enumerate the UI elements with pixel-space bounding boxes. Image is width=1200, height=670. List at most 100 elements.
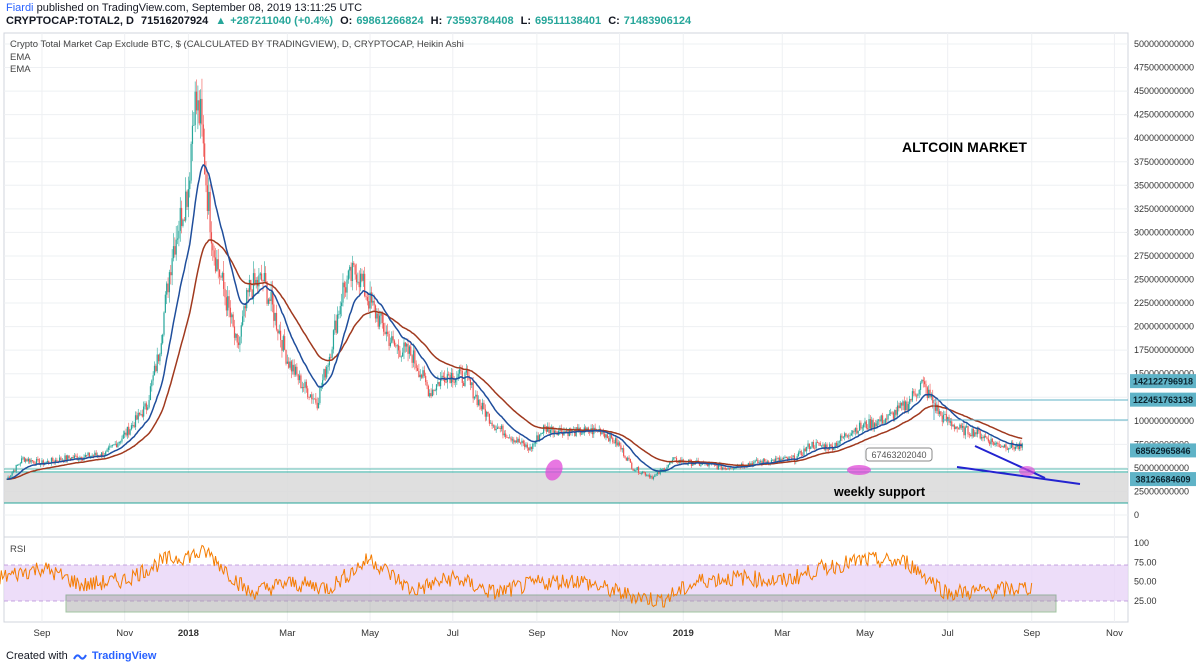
candle-body: [338, 314, 340, 315]
publish-info: Fiardi published on TradingView.com, Sep…: [6, 2, 362, 14]
x-tick-label: Mar: [279, 628, 295, 639]
candle-body: [179, 207, 181, 231]
candle-body: [738, 465, 740, 467]
candle-body: [63, 459, 65, 462]
candle-body: [997, 442, 999, 445]
candle-body: [576, 427, 579, 430]
candle-body: [486, 412, 488, 417]
candle-body: [64, 455, 66, 462]
y-tick-label: 475000000000: [1134, 63, 1194, 73]
candle-body: [823, 444, 825, 450]
candle-body: [589, 432, 591, 433]
candle-body: [816, 442, 819, 444]
candle-body: [827, 449, 829, 451]
price-pane-frame: [3, 32, 1129, 538]
candle-body: [631, 462, 633, 469]
candle-body: [1005, 444, 1007, 449]
candle-body: [1010, 442, 1012, 448]
candle-body: [422, 370, 424, 378]
rsi-tick-label: 25.00: [1134, 596, 1157, 606]
candle-body: [820, 445, 823, 447]
candle-body: [453, 381, 455, 383]
support-zone: [4, 473, 1128, 503]
candle-body: [389, 342, 392, 346]
candle-body: [777, 457, 779, 459]
rsi-tick-label: 75.00: [1134, 557, 1157, 567]
candle-body: [887, 414, 889, 420]
candle-body: [380, 312, 382, 316]
x-tick-label: May: [856, 628, 874, 639]
candle-body: [147, 407, 149, 410]
open-value: 69861266824: [356, 15, 424, 27]
trendline-lower: [956, 466, 1081, 485]
candle-body: [358, 281, 360, 288]
candle-body: [826, 444, 828, 450]
candle-body: [722, 467, 724, 470]
candle-body: [473, 396, 476, 399]
candle-body: [953, 425, 956, 430]
candle-body: [303, 387, 305, 388]
candle-body: [646, 475, 648, 477]
candle-body: [636, 467, 638, 471]
candle-body: [332, 330, 335, 350]
candle-body: [61, 459, 63, 461]
candle-body: [930, 395, 933, 398]
candle-body: [914, 393, 916, 396]
candle-body: [129, 429, 131, 435]
tradingview-link[interactable]: TradingView: [91, 650, 157, 662]
candle-body: [934, 403, 937, 411]
y-tick-label: 450000000000: [1134, 86, 1194, 96]
candle-body: [113, 444, 115, 446]
candle-body: [608, 438, 610, 442]
candle-body: [623, 448, 625, 456]
candle-body: [761, 461, 763, 465]
candle-body: [987, 438, 989, 442]
candle-body: [145, 403, 147, 410]
candle-body: [1001, 446, 1003, 448]
rsi-title: RSI: [10, 544, 26, 555]
candle-body: [477, 399, 480, 406]
candle-body: [353, 262, 355, 266]
candle-body: [128, 426, 130, 435]
candle-body: [533, 443, 535, 445]
candle-body: [311, 394, 313, 400]
candle-body: [68, 455, 70, 459]
author-link[interactable]: Fiardi: [6, 2, 34, 14]
candle-body: [526, 444, 528, 448]
close-value: 71483906124: [623, 15, 692, 27]
candle-body: [50, 457, 53, 464]
candle-body: [164, 294, 166, 313]
candle-body: [895, 410, 897, 415]
candle-body: [279, 330, 282, 340]
candle-body: [162, 334, 164, 344]
candle-body: [120, 441, 122, 443]
candle-body: [472, 382, 474, 399]
candle-body: [18, 464, 20, 466]
candle-body: [858, 422, 861, 431]
candle-body: [610, 433, 613, 438]
candle-body: [986, 437, 988, 439]
candle-body: [244, 306, 246, 309]
candle-body: [148, 400, 150, 408]
x-tick-label: Sep: [1023, 628, 1040, 639]
candle-body: [663, 468, 665, 471]
candle-body: [894, 410, 896, 419]
candle-body: [331, 349, 333, 358]
candle-body: [301, 387, 303, 389]
candle-body: [471, 382, 473, 386]
candle-body: [251, 289, 253, 299]
candle-body: [73, 455, 76, 459]
candle-body: [111, 445, 114, 446]
candle-body: [384, 331, 386, 335]
candle-body: [906, 401, 908, 411]
candle-body: [209, 191, 211, 233]
candle-body: [708, 463, 710, 467]
candle-body: [27, 458, 30, 462]
candle-body: [853, 430, 855, 432]
candle-body: [801, 455, 804, 456]
candle-body: [193, 124, 195, 126]
chart-canvas[interactable]: 67463202040 Crypto Total Market Cap Excl…: [0, 0, 1200, 650]
candle-body: [166, 283, 168, 295]
candle-body: [267, 299, 269, 304]
candle-body: [419, 374, 421, 378]
